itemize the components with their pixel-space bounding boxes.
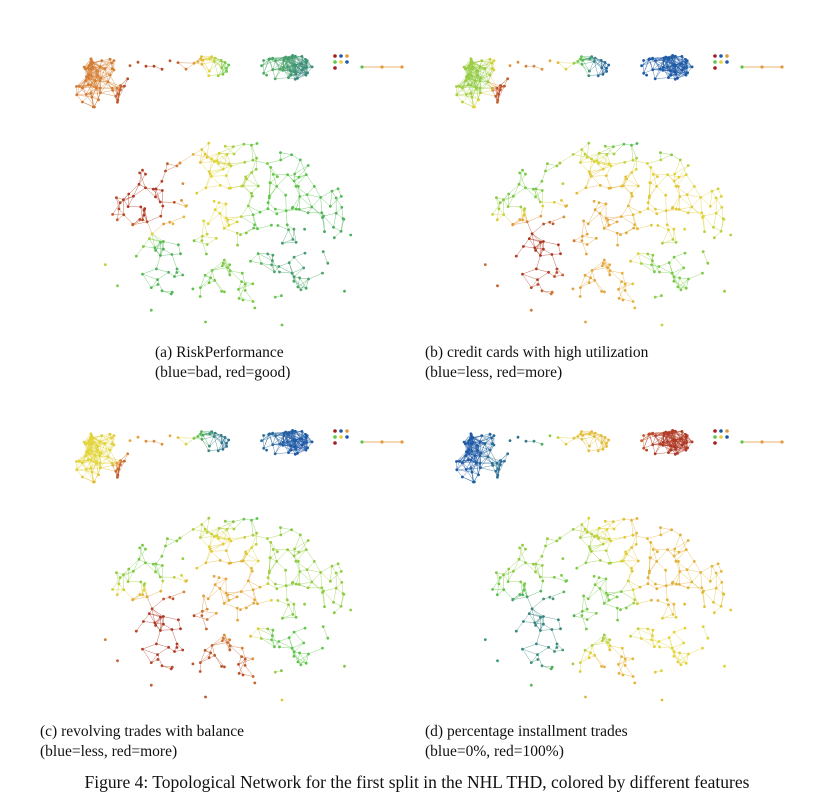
caption-panel-d: (d) percentage installment trades (blue=… xyxy=(425,722,628,762)
caption-b-line2: (blue=less, red=more) xyxy=(425,364,563,381)
panel-b xyxy=(420,20,800,340)
panel-c xyxy=(40,395,420,715)
network-edges xyxy=(456,55,725,302)
network-edges xyxy=(76,430,345,677)
network-nodes xyxy=(75,54,404,327)
network-graph-c xyxy=(75,429,404,702)
panel-d xyxy=(420,395,800,715)
panel-a xyxy=(40,20,420,340)
caption-d-line2: (blue=0%, red=100%) xyxy=(425,743,564,760)
network-edges xyxy=(76,55,345,302)
caption-panel-b: (b) credit cards with high utilization (… xyxy=(425,343,648,383)
network-nodes xyxy=(455,429,784,702)
network-graph-d xyxy=(455,429,784,702)
figure-caption: Figure 4: Topological Network for the fi… xyxy=(84,772,750,792)
network-nodes xyxy=(455,54,784,327)
network-nodes xyxy=(75,429,404,702)
network-graph-a xyxy=(75,54,404,327)
caption-panel-c: (c) revolving trades with balance (blue=… xyxy=(40,722,244,762)
caption-b-line1: (b) credit cards with high utilization xyxy=(425,344,649,361)
caption-a-line1: (a) RiskPerformance xyxy=(155,344,284,361)
caption-a-line2: (blue=bad, red=good) xyxy=(155,364,291,381)
network-edges xyxy=(456,430,725,677)
caption-c-line1: (c) revolving trades with balance xyxy=(40,723,244,740)
caption-d-line1: (d) percentage installment trades xyxy=(425,723,628,740)
caption-c-line2: (blue=less, red=more) xyxy=(40,743,178,760)
network-graph-b xyxy=(455,54,784,327)
caption-panel-a: (a) RiskPerformance (blue=bad, red=good) xyxy=(155,343,290,383)
